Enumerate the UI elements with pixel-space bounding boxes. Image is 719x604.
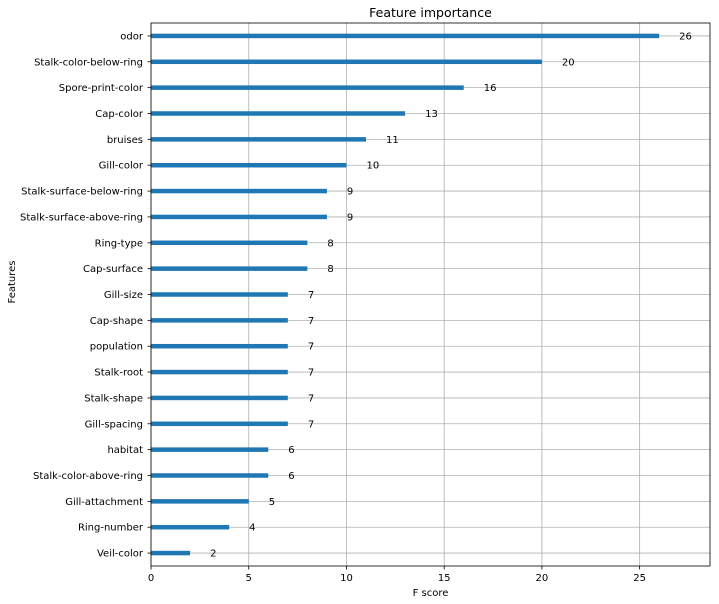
x-tick-label: 10 xyxy=(340,573,353,584)
bar-value-label: 20 xyxy=(562,57,575,68)
x-tick-label: 0 xyxy=(148,573,154,584)
bar xyxy=(151,421,288,427)
bar xyxy=(151,188,327,194)
bar xyxy=(151,499,249,504)
bar-value-label: 10 xyxy=(366,161,379,172)
bar-value-label: 8 xyxy=(327,238,333,249)
bar-value-label: 6 xyxy=(288,445,294,456)
bar-value-label: 7 xyxy=(308,316,314,327)
bar xyxy=(151,85,464,90)
x-axis-ticks: 0 5 10 15 20 25 xyxy=(148,566,646,584)
bar xyxy=(151,447,269,452)
y-tick-label: population xyxy=(90,342,143,353)
bar-value-label: 5 xyxy=(269,497,275,508)
y-tick-label: Stalk-shape xyxy=(84,393,143,404)
bar-value-label: 6 xyxy=(288,471,294,482)
bar xyxy=(151,137,366,142)
bar-value-label: 7 xyxy=(308,393,314,404)
y-axis-ticks: odor Stalk-color-below-ring Spore-print-co… xyxy=(20,31,151,560)
bar xyxy=(151,266,308,271)
chart-title: Feature importance xyxy=(369,5,492,20)
bar xyxy=(151,292,288,297)
bar-value-label: 4 xyxy=(249,523,255,534)
bar xyxy=(151,550,191,556)
bars xyxy=(151,33,660,556)
y-tick-label: Stalk-color-above-ring xyxy=(33,471,143,482)
x-axis-label: F score xyxy=(413,588,449,599)
y-tick-label: habitat xyxy=(107,445,143,456)
y-tick-label: bruises xyxy=(107,135,143,146)
x-tick-label: 15 xyxy=(438,573,451,584)
y-tick-label: Veil-color xyxy=(97,549,144,560)
bar-value-label: 9 xyxy=(347,212,353,223)
x-tick-label: 5 xyxy=(246,573,252,584)
bar-value-label: 11 xyxy=(386,135,399,146)
bar xyxy=(151,59,542,65)
y-tick-label: Gill-size xyxy=(104,290,143,301)
y-tick-label: Stalk-surface-above-ring xyxy=(20,212,143,223)
y-tick-label: Gill-spacing xyxy=(85,419,143,430)
bar-value-label: 2 xyxy=(210,549,216,560)
bar xyxy=(151,33,660,39)
bar-value-label: 13 xyxy=(425,109,438,120)
bar-value-label: 7 xyxy=(308,290,314,301)
bar-value-label: 7 xyxy=(308,368,314,379)
y-axis-label: Features xyxy=(7,261,18,304)
bar xyxy=(151,111,406,116)
bar xyxy=(151,240,308,246)
y-tick-label: Stalk-surface-below-ring xyxy=(21,187,143,198)
bar xyxy=(151,473,269,478)
bar xyxy=(151,214,327,220)
y-tick-label: Ring-number xyxy=(78,523,144,534)
bar-value-label: 8 xyxy=(327,264,333,275)
x-tick-label: 25 xyxy=(633,573,646,584)
y-tick-label: Cap-shape xyxy=(90,316,143,327)
bar-value-label: 16 xyxy=(484,83,497,94)
y-tick-label: Gill-color xyxy=(99,161,144,172)
y-tick-label: Stalk-color-below-ring xyxy=(34,57,143,68)
bar-value-label: 7 xyxy=(308,342,314,353)
bar-value-label: 7 xyxy=(308,419,314,430)
bar xyxy=(151,524,230,530)
bar xyxy=(151,318,288,323)
y-tick-label: Cap-surface xyxy=(83,264,143,275)
bar xyxy=(151,369,288,375)
y-tick-label: Cap-color xyxy=(95,109,144,120)
y-tick-label: Gill-attachment xyxy=(65,497,143,508)
bar-value-label: 9 xyxy=(347,187,353,198)
y-tick-label: Ring-type xyxy=(95,238,143,249)
x-tick-label: 20 xyxy=(536,573,549,584)
bar-value-label: 26 xyxy=(679,31,692,42)
bar xyxy=(151,162,347,168)
data-labels: 26 20 16 13 11 10 9 9 8 8 7 7 7 7 7 7 6 6 5 4 2 xyxy=(210,31,692,559)
y-tick-label: Stalk-root xyxy=(94,368,143,379)
y-tick-label: Spore-print-color xyxy=(59,83,144,94)
bar xyxy=(151,395,288,401)
y-tick-label: odor xyxy=(120,31,144,42)
bar xyxy=(151,343,288,349)
